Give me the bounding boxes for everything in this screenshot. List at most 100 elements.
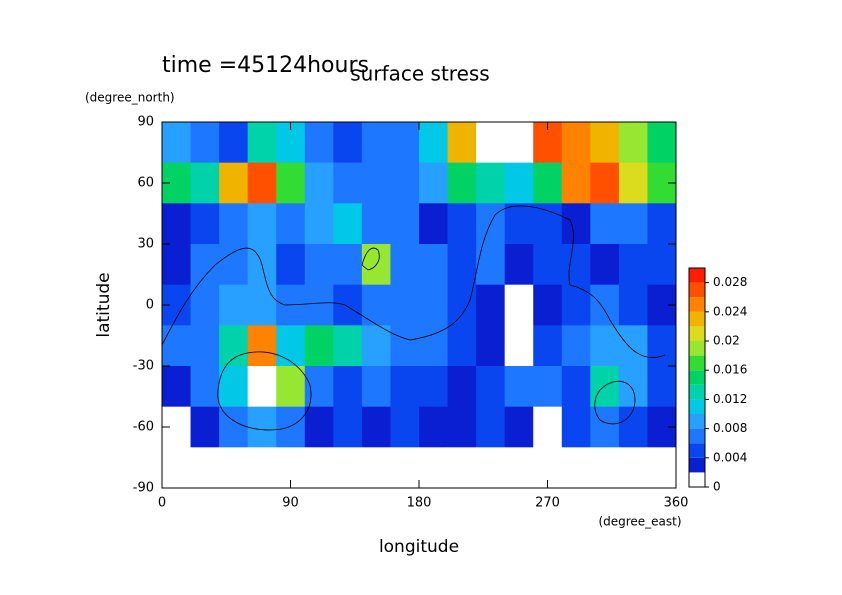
cell — [590, 406, 620, 448]
colorbar-band — [689, 370, 705, 385]
colorbar-band — [689, 326, 705, 341]
coastline — [217, 351, 312, 431]
cell — [361, 162, 391, 204]
cell — [447, 447, 477, 489]
cell — [561, 162, 591, 204]
cell — [190, 406, 220, 448]
cell — [162, 447, 192, 489]
cell — [219, 203, 249, 245]
cell — [590, 447, 620, 489]
cell — [190, 244, 220, 286]
cell — [162, 203, 192, 245]
cell — [390, 447, 420, 489]
cell — [190, 162, 220, 204]
cell — [590, 366, 620, 408]
cell — [361, 406, 391, 448]
cell — [304, 325, 334, 367]
cell — [276, 325, 306, 367]
cell — [447, 203, 477, 245]
colorbar-tick-label: 0.016 — [713, 363, 747, 377]
cell — [390, 366, 420, 408]
cell — [390, 325, 420, 367]
colorbar-band — [689, 268, 705, 283]
y-tick-label: -30 — [133, 359, 154, 374]
cell — [333, 244, 363, 286]
cell — [476, 325, 506, 367]
cell — [219, 284, 249, 326]
cell — [361, 325, 391, 367]
colorbar-tick-label: 0.008 — [713, 421, 747, 435]
y-tick-label: 30 — [137, 237, 154, 252]
colorbar-tick-label: 0.028 — [713, 275, 747, 289]
cell — [247, 284, 277, 326]
colorbar-tick-label: 0.012 — [713, 392, 747, 406]
colorbar-band — [689, 399, 705, 414]
cell — [219, 366, 249, 408]
colorbar-band — [689, 457, 705, 473]
cell — [476, 244, 506, 286]
cell — [561, 284, 591, 326]
cell — [304, 162, 334, 204]
cell — [333, 122, 363, 164]
cell — [590, 244, 620, 286]
cell — [447, 406, 477, 448]
coastlines — [161, 205, 666, 431]
cell — [447, 244, 477, 286]
cell — [504, 162, 534, 204]
cell — [618, 162, 648, 204]
cell — [419, 406, 449, 448]
cell — [476, 406, 506, 448]
cell — [276, 162, 306, 204]
x-unit: (degree_east) — [598, 515, 681, 529]
cell — [561, 406, 591, 448]
cell — [590, 122, 620, 164]
y-axis-label: latitude — [94, 272, 114, 337]
cell — [304, 406, 334, 448]
cell — [618, 406, 648, 448]
cell — [618, 122, 648, 164]
cell — [561, 244, 591, 286]
cell — [219, 325, 249, 367]
cell — [618, 366, 648, 408]
cell — [333, 162, 363, 204]
cell — [247, 406, 277, 448]
cell — [247, 366, 277, 408]
cell — [561, 325, 591, 367]
cell — [590, 325, 620, 367]
cell — [304, 284, 334, 326]
cell — [447, 325, 477, 367]
cell — [419, 366, 449, 408]
colorbar-band — [689, 311, 705, 327]
cell — [533, 406, 563, 448]
cell — [419, 162, 449, 204]
cell — [618, 284, 648, 326]
cell — [647, 447, 677, 489]
cell — [419, 122, 449, 164]
cell — [390, 284, 420, 326]
cell — [533, 325, 563, 367]
cell — [647, 244, 677, 286]
cell — [276, 406, 306, 448]
cell — [533, 366, 563, 408]
colorbar-band — [689, 443, 705, 458]
cell — [247, 122, 277, 164]
cell — [504, 244, 534, 286]
cell — [447, 366, 477, 408]
cell — [561, 447, 591, 489]
cell — [162, 366, 192, 408]
cell — [561, 203, 591, 245]
colorbar-band — [689, 341, 705, 356]
x-tick-label: 0 — [158, 496, 166, 511]
cell — [219, 447, 249, 489]
cell — [504, 325, 534, 367]
y-tick-label: -90 — [133, 481, 154, 496]
cell — [504, 366, 534, 408]
colorbar-tick-label: 0.02 — [713, 334, 740, 348]
colorbar-band — [689, 282, 705, 298]
cell — [590, 284, 620, 326]
cell — [219, 406, 249, 448]
cell — [561, 366, 591, 408]
x-axis-label: longitude — [379, 537, 459, 557]
cell — [647, 325, 677, 367]
cell — [219, 122, 249, 164]
